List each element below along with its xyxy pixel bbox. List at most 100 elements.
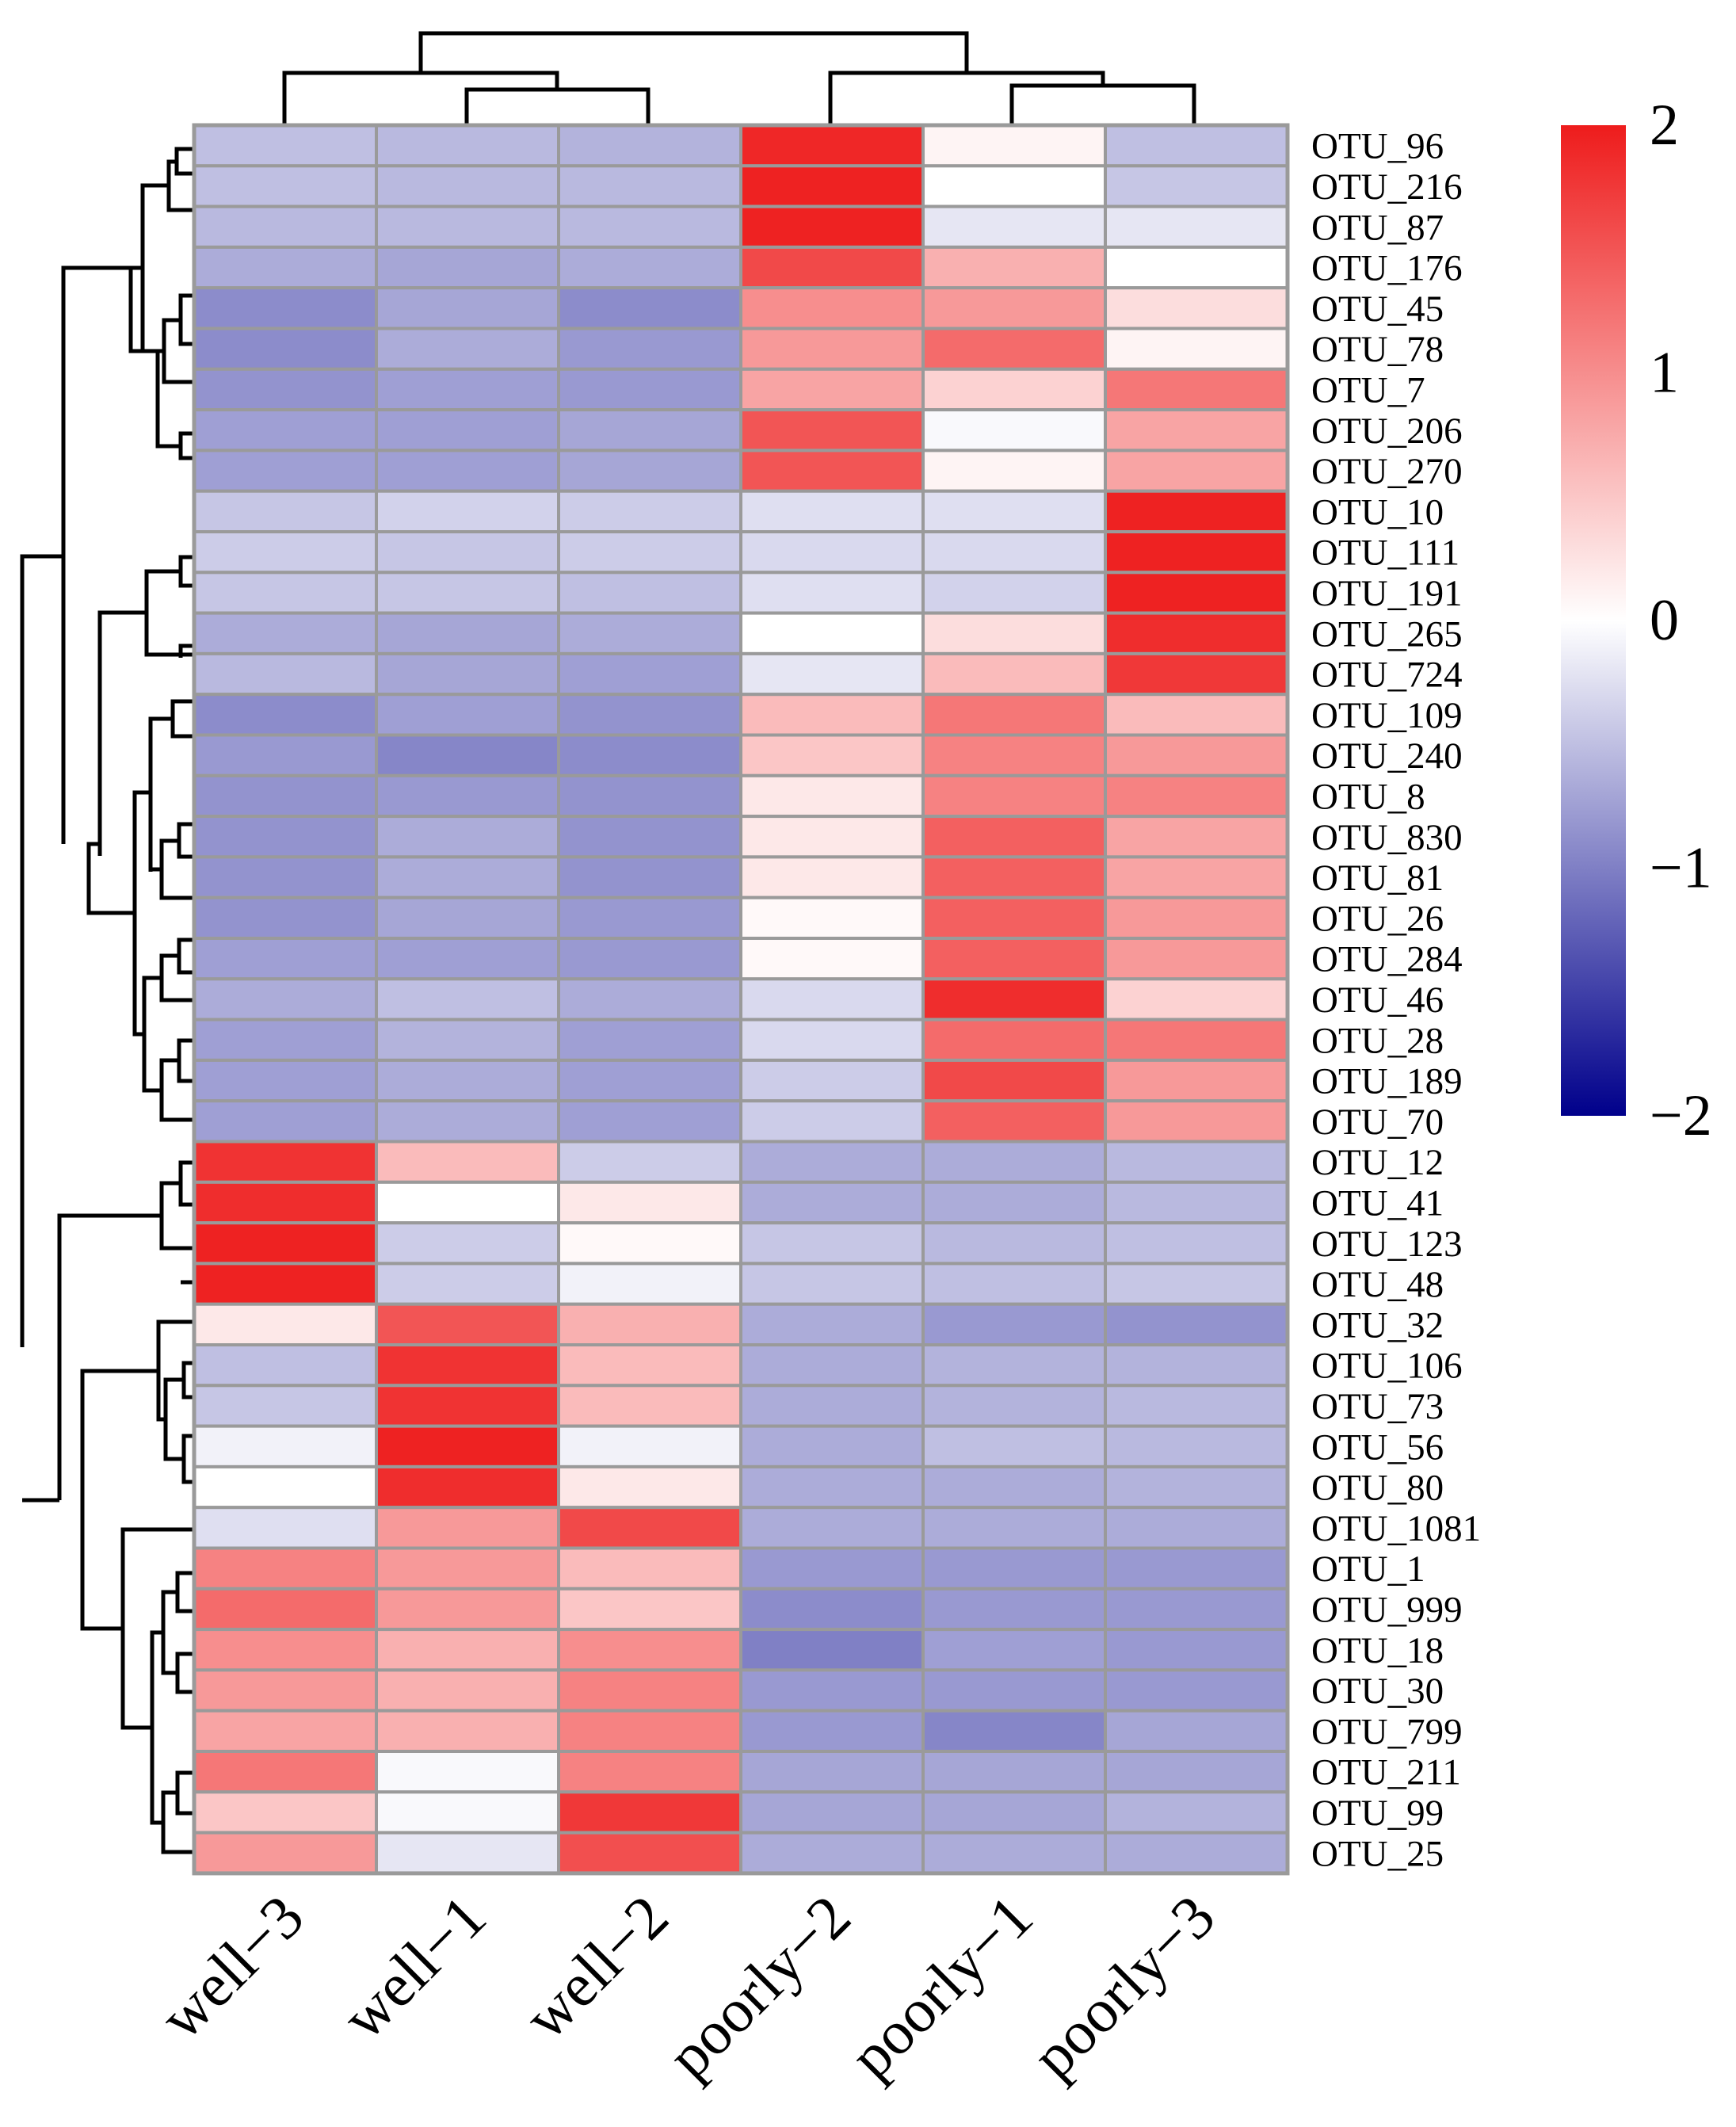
row-label: OTU_28 — [1311, 1020, 1444, 1061]
heatmap-cell-OTU_10-0 — [193, 489, 378, 534]
heatmap-cell-OTU_240-4 — [921, 733, 1107, 777]
heatmap-cell-OTU_270-1 — [375, 449, 560, 493]
heatmap-cell-OTU_81-3 — [739, 855, 925, 899]
heatmap-cell-OTU_48-4 — [921, 1262, 1107, 1306]
heatmap-cell-OTU_265-4 — [921, 611, 1107, 655]
heatmap-cell-OTU_284-1 — [375, 937, 560, 981]
column-label: well−2 — [510, 1881, 681, 2052]
row-label: OTU_265 — [1311, 613, 1463, 655]
heatmap-cell-OTU_999-0 — [193, 1587, 378, 1632]
row-label: OTU_81 — [1311, 857, 1444, 899]
heatmap-cell-OTU_724-1 — [375, 651, 560, 697]
heatmap-cell-OTU_284-2 — [557, 937, 742, 981]
heatmap-cell-OTU_81-2 — [557, 855, 742, 899]
heatmap-cell-OTU_12-4 — [921, 1140, 1107, 1184]
column-label: well−1 — [328, 1881, 498, 2052]
heatmap-cell-OTU_799-5 — [1104, 1709, 1289, 1753]
heatmap-cell-OTU_189-3 — [739, 1058, 925, 1103]
row-label: OTU_106 — [1311, 1346, 1463, 1387]
heatmap-cell-OTU_96-5 — [1104, 124, 1289, 168]
heatmap-cell-OTU_216-0 — [193, 164, 378, 208]
heatmap-cell-OTU_26-3 — [739, 895, 925, 940]
heatmap-cell-OTU_45-4 — [921, 286, 1107, 330]
colorbar-tick-label: 2 — [1650, 93, 1679, 158]
heatmap-cell-OTU_73-3 — [739, 1384, 925, 1428]
heatmap-cell-OTU_41-1 — [375, 1180, 560, 1225]
colorbar — [1561, 125, 1626, 1116]
heatmap-cell-OTU_10-3 — [739, 489, 925, 534]
heatmap-cell-OTU_240-3 — [739, 733, 925, 777]
row-label: OTU_70 — [1311, 1102, 1444, 1143]
heatmap-cell-OTU_176-0 — [193, 245, 378, 290]
heatmap-cell-OTU_12-5 — [1104, 1140, 1289, 1184]
heatmap-cell-OTU_78-4 — [921, 326, 1107, 371]
heatmap-cell-OTU_265-0 — [193, 611, 378, 655]
heatmap-cell-OTU_724-4 — [921, 651, 1107, 697]
heatmap-cell-OTU_216-5 — [1104, 164, 1289, 208]
heatmap-cell-OTU_56-3 — [739, 1424, 925, 1468]
row-label: OTU_73 — [1311, 1386, 1444, 1427]
row-label: OTU_32 — [1311, 1304, 1444, 1346]
heatmap-cell-OTU_211-4 — [921, 1750, 1107, 1794]
row-label: OTU_270 — [1311, 451, 1463, 492]
row-label: OTU_78 — [1311, 329, 1444, 370]
heatmap-cell-OTU_189-0 — [193, 1058, 378, 1103]
heatmap-cell-OTU_999-3 — [739, 1587, 925, 1632]
heatmap-cell-OTU_78-0 — [193, 326, 378, 371]
colorbar-tick-label: −2 — [1650, 1083, 1712, 1148]
heatmap-cell-OTU_109-5 — [1104, 693, 1289, 737]
heatmap-cell-OTU_18-4 — [921, 1628, 1107, 1672]
heatmap-cell-OTU_1-5 — [1104, 1546, 1289, 1590]
heatmap-cell-OTU_10-4 — [921, 489, 1107, 534]
heatmap-cell-OTU_211-1 — [375, 1750, 560, 1794]
heatmap-cell-OTU_830-5 — [1104, 815, 1289, 859]
heatmap-cell-OTU_99-4 — [921, 1790, 1107, 1835]
heatmap-cell-OTU_10-2 — [557, 489, 742, 534]
heatmap-cell-OTU_830-1 — [375, 815, 560, 859]
heatmap-cell-OTU_111-3 — [739, 530, 925, 575]
row-label: OTU_8 — [1311, 776, 1425, 817]
heatmap-cell-OTU_206-4 — [921, 408, 1107, 453]
colorbar-ticks: 2 1 0 −1 −2 — [1650, 93, 1712, 1148]
heatmap-cell-OTU_7-1 — [375, 367, 560, 412]
heatmap-cell-OTU_80-4 — [921, 1464, 1107, 1510]
heatmap-cell-OTU_99-3 — [739, 1790, 925, 1835]
col-dendro-poorly — [828, 71, 1105, 128]
heatmap-cell-OTU_123-2 — [557, 1221, 742, 1266]
heatmap-border — [192, 123, 1290, 1876]
heatmap-cell-OTU_26-5 — [1104, 895, 1289, 940]
heatmap-cell-OTU_18-3 — [739, 1628, 925, 1672]
heatmap-cell-OTU_109-4 — [921, 693, 1107, 737]
heatmap-cell-OTU_1-4 — [921, 1546, 1107, 1590]
heatmap-cell-OTU_189-5 — [1104, 1058, 1289, 1103]
row-label: OTU_48 — [1311, 1264, 1444, 1305]
heatmap-cell-OTU_270-3 — [739, 449, 925, 493]
heatmap-cell-OTU_87-2 — [557, 204, 742, 249]
heatmap-cell-OTU_80-2 — [557, 1464, 742, 1510]
heatmap-cell-OTU_1-3 — [739, 1546, 925, 1590]
heatmap-cell-OTU_28-4 — [921, 1018, 1107, 1062]
heatmap-cell-OTU_96-3 — [739, 124, 925, 168]
heatmap-cell-OTU_206-1 — [375, 408, 560, 453]
heatmap-cell-OTU_25-4 — [921, 1831, 1107, 1875]
heatmap-cell-OTU_270-2 — [557, 449, 742, 493]
heatmap-cell-OTU_111-0 — [193, 530, 378, 575]
row-labels: OTU_96OTU_216OTU_87OTU_176OTU_45OTU_78OT… — [1311, 126, 1481, 1875]
heatmap-cell-OTU_28-3 — [739, 1018, 925, 1062]
colorbar-tick-label: −1 — [1650, 836, 1712, 901]
heatmap-cell-OTU_12-0 — [193, 1140, 378, 1184]
row-label: OTU_191 — [1311, 573, 1463, 614]
column-label: poorly−1 — [836, 1881, 1045, 2091]
heatmap-cell-OTU_56-4 — [921, 1424, 1107, 1468]
heatmap-cell-OTU_30-4 — [921, 1668, 1107, 1713]
heatmap-cell-OTU_10-5 — [1104, 489, 1289, 534]
heatmap-cell-OTU_32-5 — [1104, 1302, 1289, 1346]
heatmap-cell-OTU_106-1 — [375, 1343, 560, 1388]
heatmap-cell-OTU_191-3 — [739, 571, 925, 615]
heatmap-cell-OTU_45-5 — [1104, 286, 1289, 330]
row-label: OTU_7 — [1311, 369, 1425, 411]
heatmap-cell-OTU_111-4 — [921, 530, 1107, 575]
heatmap-cell-OTU_284-5 — [1104, 937, 1289, 981]
heatmap-cell-OTU_111-5 — [1104, 530, 1289, 575]
heatmap-cell-OTU_284-4 — [921, 937, 1107, 981]
